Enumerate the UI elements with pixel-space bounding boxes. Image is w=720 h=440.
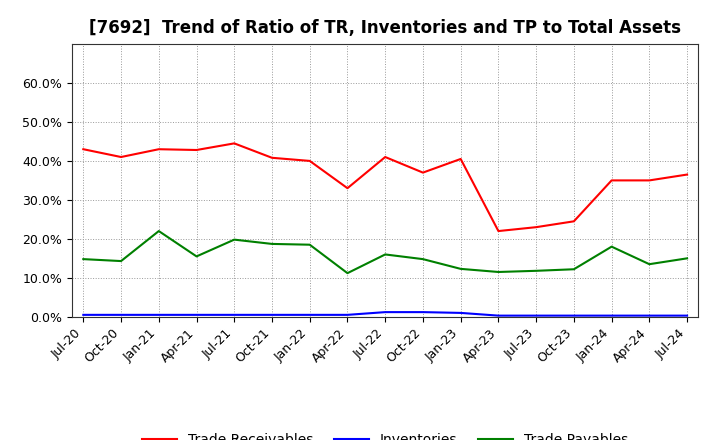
Trade Receivables <box>155 147 163 152</box>
Line: Trade Receivables: Trade Receivables <box>84 143 687 231</box>
Trade Payables <box>381 252 390 257</box>
Trade Receivables <box>418 170 427 175</box>
Trade Payables <box>155 228 163 234</box>
Trade Receivables <box>532 224 541 230</box>
Trade Payables <box>79 257 88 262</box>
Trade Receivables <box>645 178 654 183</box>
Trade Payables <box>192 254 201 259</box>
Inventories <box>117 312 125 318</box>
Inventories <box>381 309 390 315</box>
Inventories <box>155 312 163 318</box>
Inventories <box>532 313 541 318</box>
Inventories <box>268 312 276 318</box>
Trade Payables <box>230 237 238 242</box>
Inventories <box>79 312 88 318</box>
Trade Payables <box>607 244 616 249</box>
Trade Payables <box>268 241 276 246</box>
Inventories <box>305 312 314 318</box>
Trade Receivables <box>117 154 125 160</box>
Trade Receivables <box>192 147 201 153</box>
Trade Receivables <box>570 219 578 224</box>
Inventories <box>192 312 201 318</box>
Inventories <box>494 313 503 318</box>
Trade Payables <box>645 261 654 267</box>
Trade Receivables <box>381 154 390 160</box>
Trade Receivables <box>79 147 88 152</box>
Trade Receivables <box>230 141 238 146</box>
Trade Payables <box>683 256 691 261</box>
Inventories <box>343 312 352 318</box>
Title: [7692]  Trend of Ratio of TR, Inventories and TP to Total Assets: [7692] Trend of Ratio of TR, Inventories… <box>89 19 681 37</box>
Trade Receivables <box>494 228 503 234</box>
Inventories <box>645 313 654 318</box>
Trade Receivables <box>268 155 276 161</box>
Inventories <box>418 309 427 315</box>
Trade Payables <box>494 269 503 275</box>
Trade Receivables <box>343 186 352 191</box>
Inventories <box>607 313 616 318</box>
Trade Payables <box>305 242 314 247</box>
Legend: Trade Receivables, Inventories, Trade Payables: Trade Receivables, Inventories, Trade Pa… <box>137 427 634 440</box>
Inventories <box>570 313 578 318</box>
Trade Receivables <box>456 156 465 161</box>
Line: Trade Payables: Trade Payables <box>84 231 687 273</box>
Inventories <box>683 313 691 318</box>
Trade Payables <box>532 268 541 273</box>
Trade Payables <box>343 271 352 276</box>
Trade Payables <box>456 266 465 271</box>
Trade Payables <box>418 257 427 262</box>
Trade Receivables <box>683 172 691 177</box>
Trade Receivables <box>607 178 616 183</box>
Trade Receivables <box>305 158 314 164</box>
Trade Payables <box>117 258 125 264</box>
Line: Inventories: Inventories <box>84 312 687 315</box>
Trade Payables <box>570 267 578 272</box>
Inventories <box>456 310 465 315</box>
Inventories <box>230 312 238 318</box>
